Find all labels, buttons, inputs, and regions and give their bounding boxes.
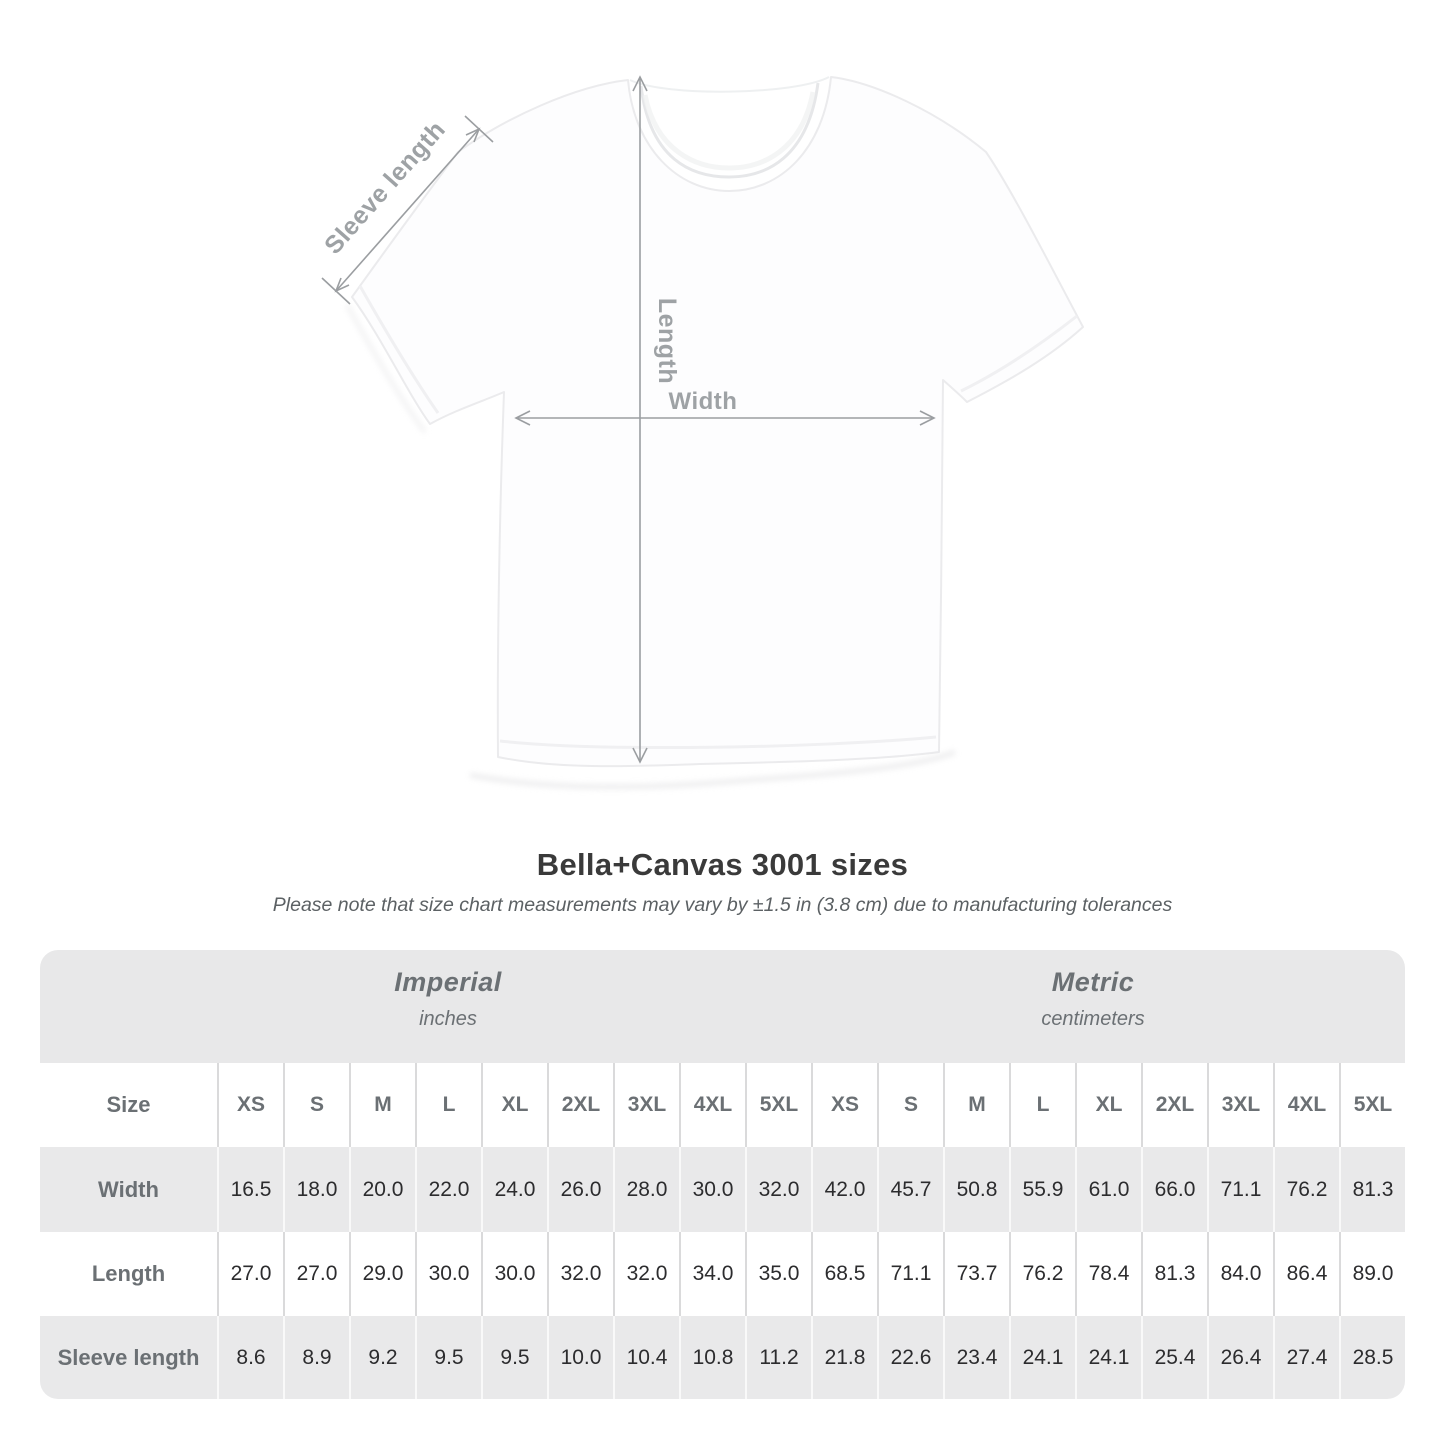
table-cell-imperial: 27.0 [283, 1232, 349, 1316]
size-col-header-metric-xl: XL [1075, 1063, 1141, 1147]
table-cell-imperial: 10.4 [613, 1316, 679, 1399]
size-col-header-imperial-xs: XS [217, 1063, 283, 1147]
row-label: Sleeve length [40, 1316, 217, 1399]
table-cell-metric: 86.4 [1273, 1232, 1339, 1316]
table-cell-metric: 84.0 [1207, 1232, 1273, 1316]
length-arrow [632, 75, 648, 764]
table-cell-imperial: 32.0 [745, 1147, 811, 1232]
table-cell-imperial: 32.0 [613, 1232, 679, 1316]
table-cell-metric: 76.2 [1273, 1147, 1339, 1232]
table-cell-metric: 50.8 [943, 1147, 1009, 1232]
table-cell-metric: 81.3 [1141, 1232, 1207, 1316]
table-cell-imperial: 10.8 [679, 1316, 745, 1399]
table-cell-metric: 24.1 [1009, 1316, 1075, 1399]
sleeve-length-arrow [321, 115, 494, 305]
size-col-header-metric-2xl: 2XL [1141, 1063, 1207, 1147]
size-col-header-imperial-3xl: 3XL [613, 1063, 679, 1147]
table-cell-imperial: 9.2 [349, 1316, 415, 1399]
size-col-header-metric-m: M [943, 1063, 1009, 1147]
page-title: Bella+Canvas 3001 sizes [536, 847, 909, 882]
table-cell-metric: 55.9 [1009, 1147, 1075, 1232]
row-label: Length [91, 1261, 166, 1286]
table-cell-imperial: 11.2 [745, 1316, 811, 1399]
table-cell-metric: 26.4 [1207, 1316, 1273, 1399]
size-col-header-imperial-s: S [283, 1063, 349, 1147]
table-cell-metric: 71.1 [877, 1232, 943, 1316]
table-cell-imperial: 30.0 [415, 1232, 481, 1316]
table-cell-metric: 22.6 [877, 1316, 943, 1399]
row-label: Width [40, 1147, 217, 1232]
table-cell-metric: 73.7 [943, 1232, 1009, 1316]
imperial-label: Imperial [394, 967, 502, 997]
table-cell-imperial: 32.0 [547, 1232, 613, 1316]
size-chart-table: Imperial inches Metric centimeters Size X… [40, 950, 1405, 1399]
size-col-header-metric-xs: XS [811, 1063, 877, 1147]
table-cell-imperial: 9.5 [481, 1316, 547, 1399]
size-grid: Size XS S M L XL 2XL 3XL 4XL 5XL XS S M L XL 2XL 3XL 4XL 5… [40, 1063, 1405, 1399]
size-col-header-metric-4xl: 4XL [1273, 1063, 1339, 1147]
size-col-header-imperial-2xl: 2XL [547, 1063, 613, 1147]
table-cell-imperial: 35.0 [745, 1232, 811, 1316]
table-cell-imperial: 27.0 [217, 1232, 283, 1316]
size-col-header-imperial-4xl: 4XL [679, 1063, 745, 1147]
table-cell-metric: 27.4 [1273, 1316, 1339, 1399]
table-cell-imperial: 22.0 [415, 1147, 481, 1232]
length-label: Length [653, 298, 681, 384]
unit-group-metric: Metric centimeters [1041, 967, 1144, 1031]
size-col-header-imperial-l: L [415, 1063, 481, 1147]
tshirt-image [345, 76, 1084, 790]
metric-label: Metric [1051, 967, 1135, 997]
table-cell-imperial: 29.0 [349, 1232, 415, 1316]
metric-unit-label: centimeters [1041, 1008, 1145, 1030]
imperial-unit-label: inches [419, 1008, 477, 1030]
size-column-header: Size [106, 1092, 151, 1117]
table-cell-imperial: 26.0 [547, 1147, 613, 1232]
tshirt-diagram: Sleeve length Length Width [319, 75, 1084, 790]
size-col-header-imperial-xl: XL [481, 1063, 547, 1147]
unit-group-imperial: Imperial inches [394, 967, 502, 1031]
table-cell-imperial: 9.5 [415, 1316, 481, 1399]
width-label: Width [669, 388, 738, 415]
size-col-header-metric-3xl: 3XL [1207, 1063, 1273, 1147]
table-cell-imperial: 18.0 [283, 1147, 349, 1232]
table-cell-metric: 71.1 [1207, 1147, 1273, 1232]
units-header-band: Imperial inches Metric centimeters [40, 950, 1405, 1063]
size-col-header-metric-5xl: 5XL [1339, 1063, 1405, 1147]
width-arrow [514, 410, 936, 426]
table-cell-metric: 24.1 [1075, 1316, 1141, 1399]
size-col-header-metric-s: S [877, 1063, 943, 1147]
table-cell-imperial: 10.0 [547, 1316, 613, 1399]
size-col-header-metric-l: L [1009, 1063, 1075, 1147]
table-cell-imperial: 30.0 [679, 1147, 745, 1232]
table-cell-imperial: 20.0 [349, 1147, 415, 1232]
table-cell-metric: 61.0 [1075, 1147, 1141, 1232]
table-cell-metric: 42.0 [811, 1147, 877, 1232]
table-cell-metric: 66.0 [1141, 1147, 1207, 1232]
table-cell-metric: 28.5 [1339, 1316, 1405, 1399]
table-cell-imperial: 8.6 [217, 1316, 283, 1399]
table-cell-metric: 45.7 [877, 1147, 943, 1232]
table-cell-imperial: 28.0 [613, 1147, 679, 1232]
table-cell-imperial: 34.0 [679, 1232, 745, 1316]
table-cell-imperial: 30.0 [481, 1232, 547, 1316]
table-cell-imperial: 8.9 [283, 1316, 349, 1399]
size-col-header-imperial-m: M [349, 1063, 415, 1147]
table-cell-imperial: 16.5 [217, 1147, 283, 1232]
table-cell-imperial: 24.0 [481, 1147, 547, 1232]
table-cell-metric: 89.0 [1339, 1232, 1405, 1316]
size-col-header-imperial-5xl: 5XL [745, 1063, 811, 1147]
tolerance-note: Please note that size chart measurements… [272, 894, 1173, 916]
table-cell-metric: 81.3 [1339, 1147, 1405, 1232]
table-cell-metric: 25.4 [1141, 1316, 1207, 1399]
table-cell-metric: 78.4 [1075, 1232, 1141, 1316]
table-cell-metric: 68.5 [811, 1232, 877, 1316]
table-cell-metric: 21.8 [811, 1316, 877, 1399]
table-cell-metric: 23.4 [943, 1316, 1009, 1399]
table-cell-metric: 76.2 [1009, 1232, 1075, 1316]
